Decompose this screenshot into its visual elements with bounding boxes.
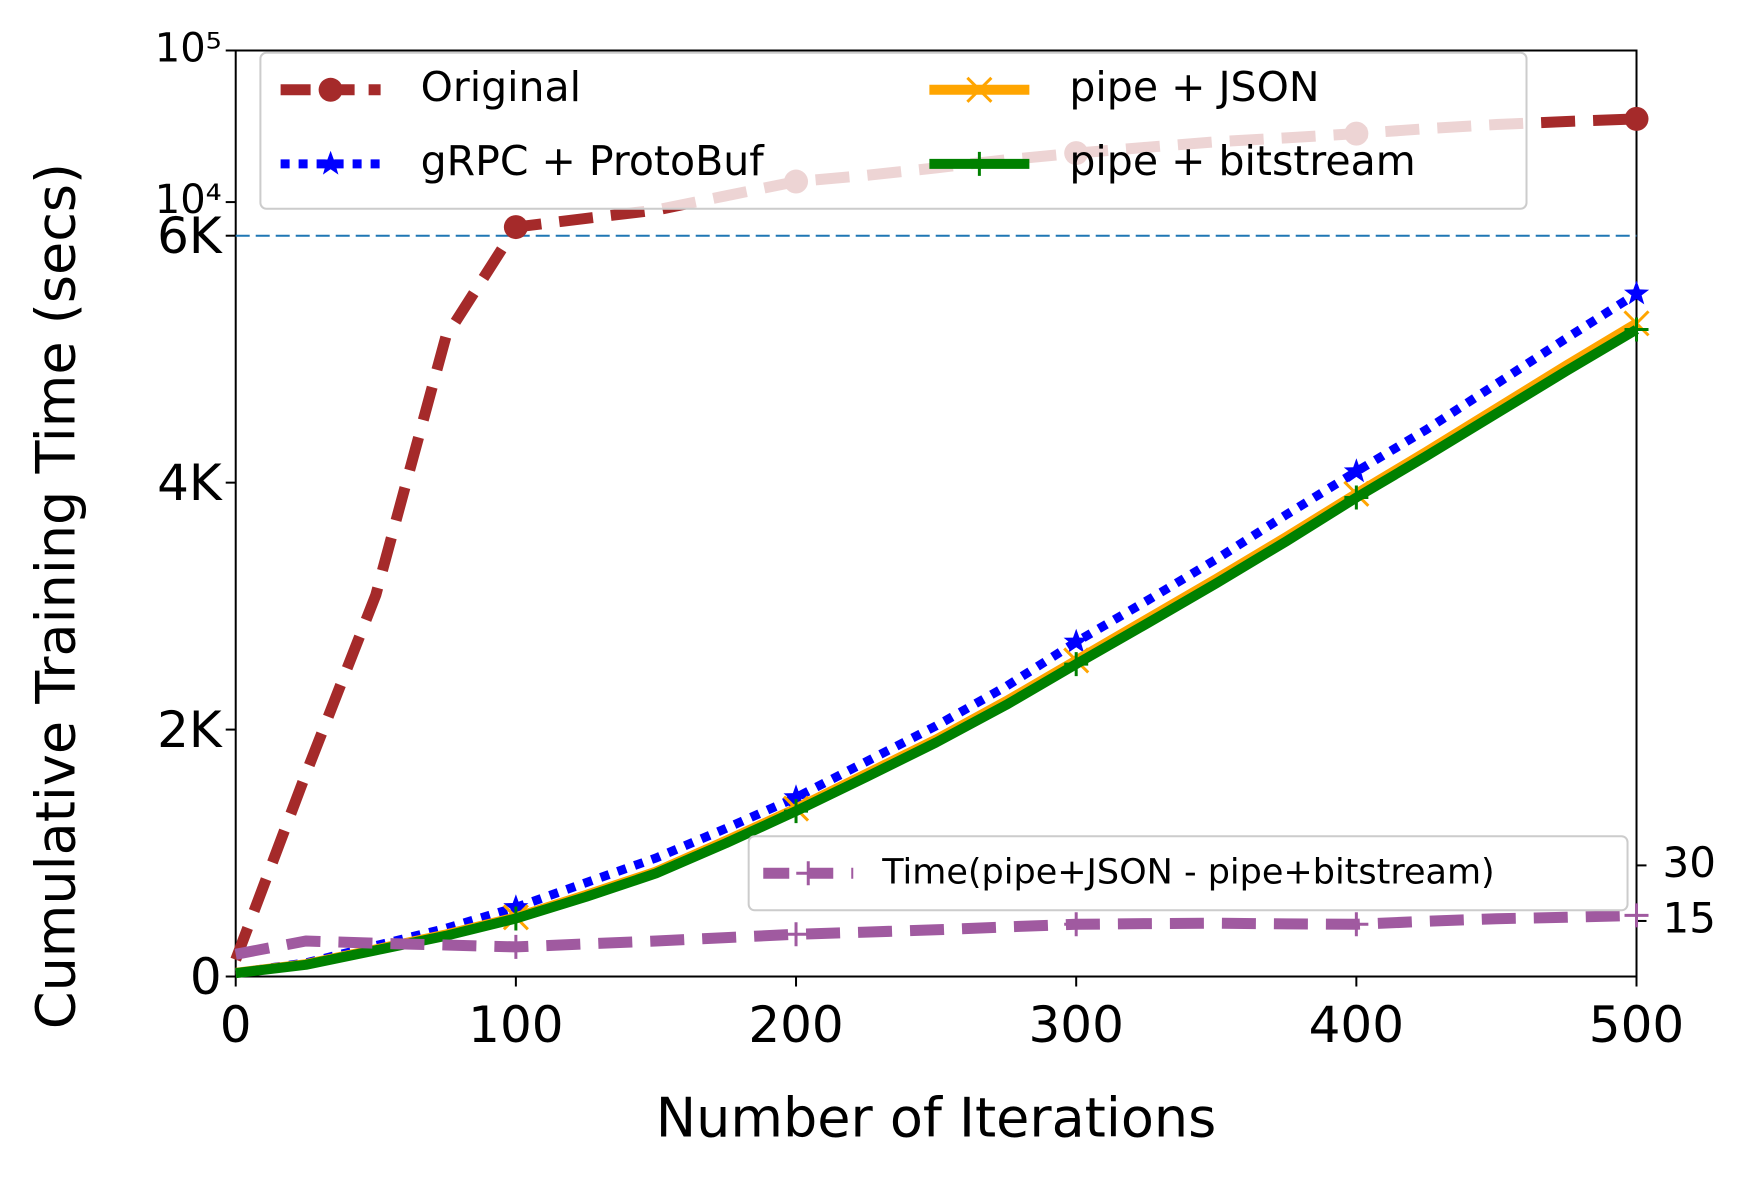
marker — [783, 784, 809, 809]
y-tick-label: 10⁴ — [155, 177, 222, 223]
marker — [967, 151, 992, 176]
marker — [318, 77, 343, 102]
marker — [1624, 280, 1650, 305]
marker — [784, 922, 809, 947]
marker — [796, 861, 821, 886]
marker — [1624, 903, 1649, 928]
x-tick-label: 300 — [1028, 996, 1123, 1054]
legend-box — [259, 51, 1528, 210]
marker — [1343, 458, 1369, 483]
y-tick-label: 2K — [157, 701, 223, 759]
marker — [318, 150, 344, 175]
marker — [1064, 912, 1089, 937]
y-axis-label: Cumulative Training Time (secs) — [25, 163, 88, 1029]
marker — [1344, 485, 1369, 510]
marker — [503, 215, 528, 240]
marker — [1624, 317, 1649, 342]
marker — [1064, 652, 1089, 677]
legend-label: pipe + JSON — [1069, 63, 1319, 111]
marker — [1063, 628, 1089, 653]
plot-frame — [234, 49, 1638, 978]
series-line — [235, 325, 1640, 979]
y2-tick-label: 15 — [1663, 893, 1716, 942]
y-tick-label: 4K — [157, 454, 223, 512]
marker — [1344, 912, 1369, 937]
legend-label: gRPC + ProtoBuf — [421, 137, 766, 185]
x-axis-label: Number of Iterations — [656, 1087, 1217, 1150]
x-tick-label: 400 — [1309, 996, 1404, 1054]
series-line — [235, 289, 1639, 978]
y-tick-label: 0 — [190, 948, 222, 1006]
marker — [784, 799, 809, 824]
x-tick-label: 0 — [220, 996, 252, 1054]
y-tick-label: 6K — [157, 207, 223, 265]
series-line — [234, 909, 1637, 960]
y-tick-label: 10⁵ — [155, 26, 222, 72]
y2-tick-label: 30 — [1663, 838, 1716, 887]
marker — [503, 906, 528, 931]
x-tick-label: 100 — [468, 996, 563, 1054]
marker — [503, 934, 528, 959]
legend-label: pipe + bitstream — [1069, 137, 1415, 185]
marker — [966, 76, 993, 103]
legend-label: Time(pipe+JSON - pipe+bitstream) — [881, 852, 1494, 892]
x-tick-label: 200 — [748, 996, 843, 1054]
legend-box — [747, 835, 1629, 912]
x-tick-label: 500 — [1589, 996, 1684, 1054]
marker — [1624, 106, 1649, 131]
legend-label: Original — [421, 63, 581, 111]
series-line — [230, 113, 1637, 962]
marker — [503, 894, 529, 919]
